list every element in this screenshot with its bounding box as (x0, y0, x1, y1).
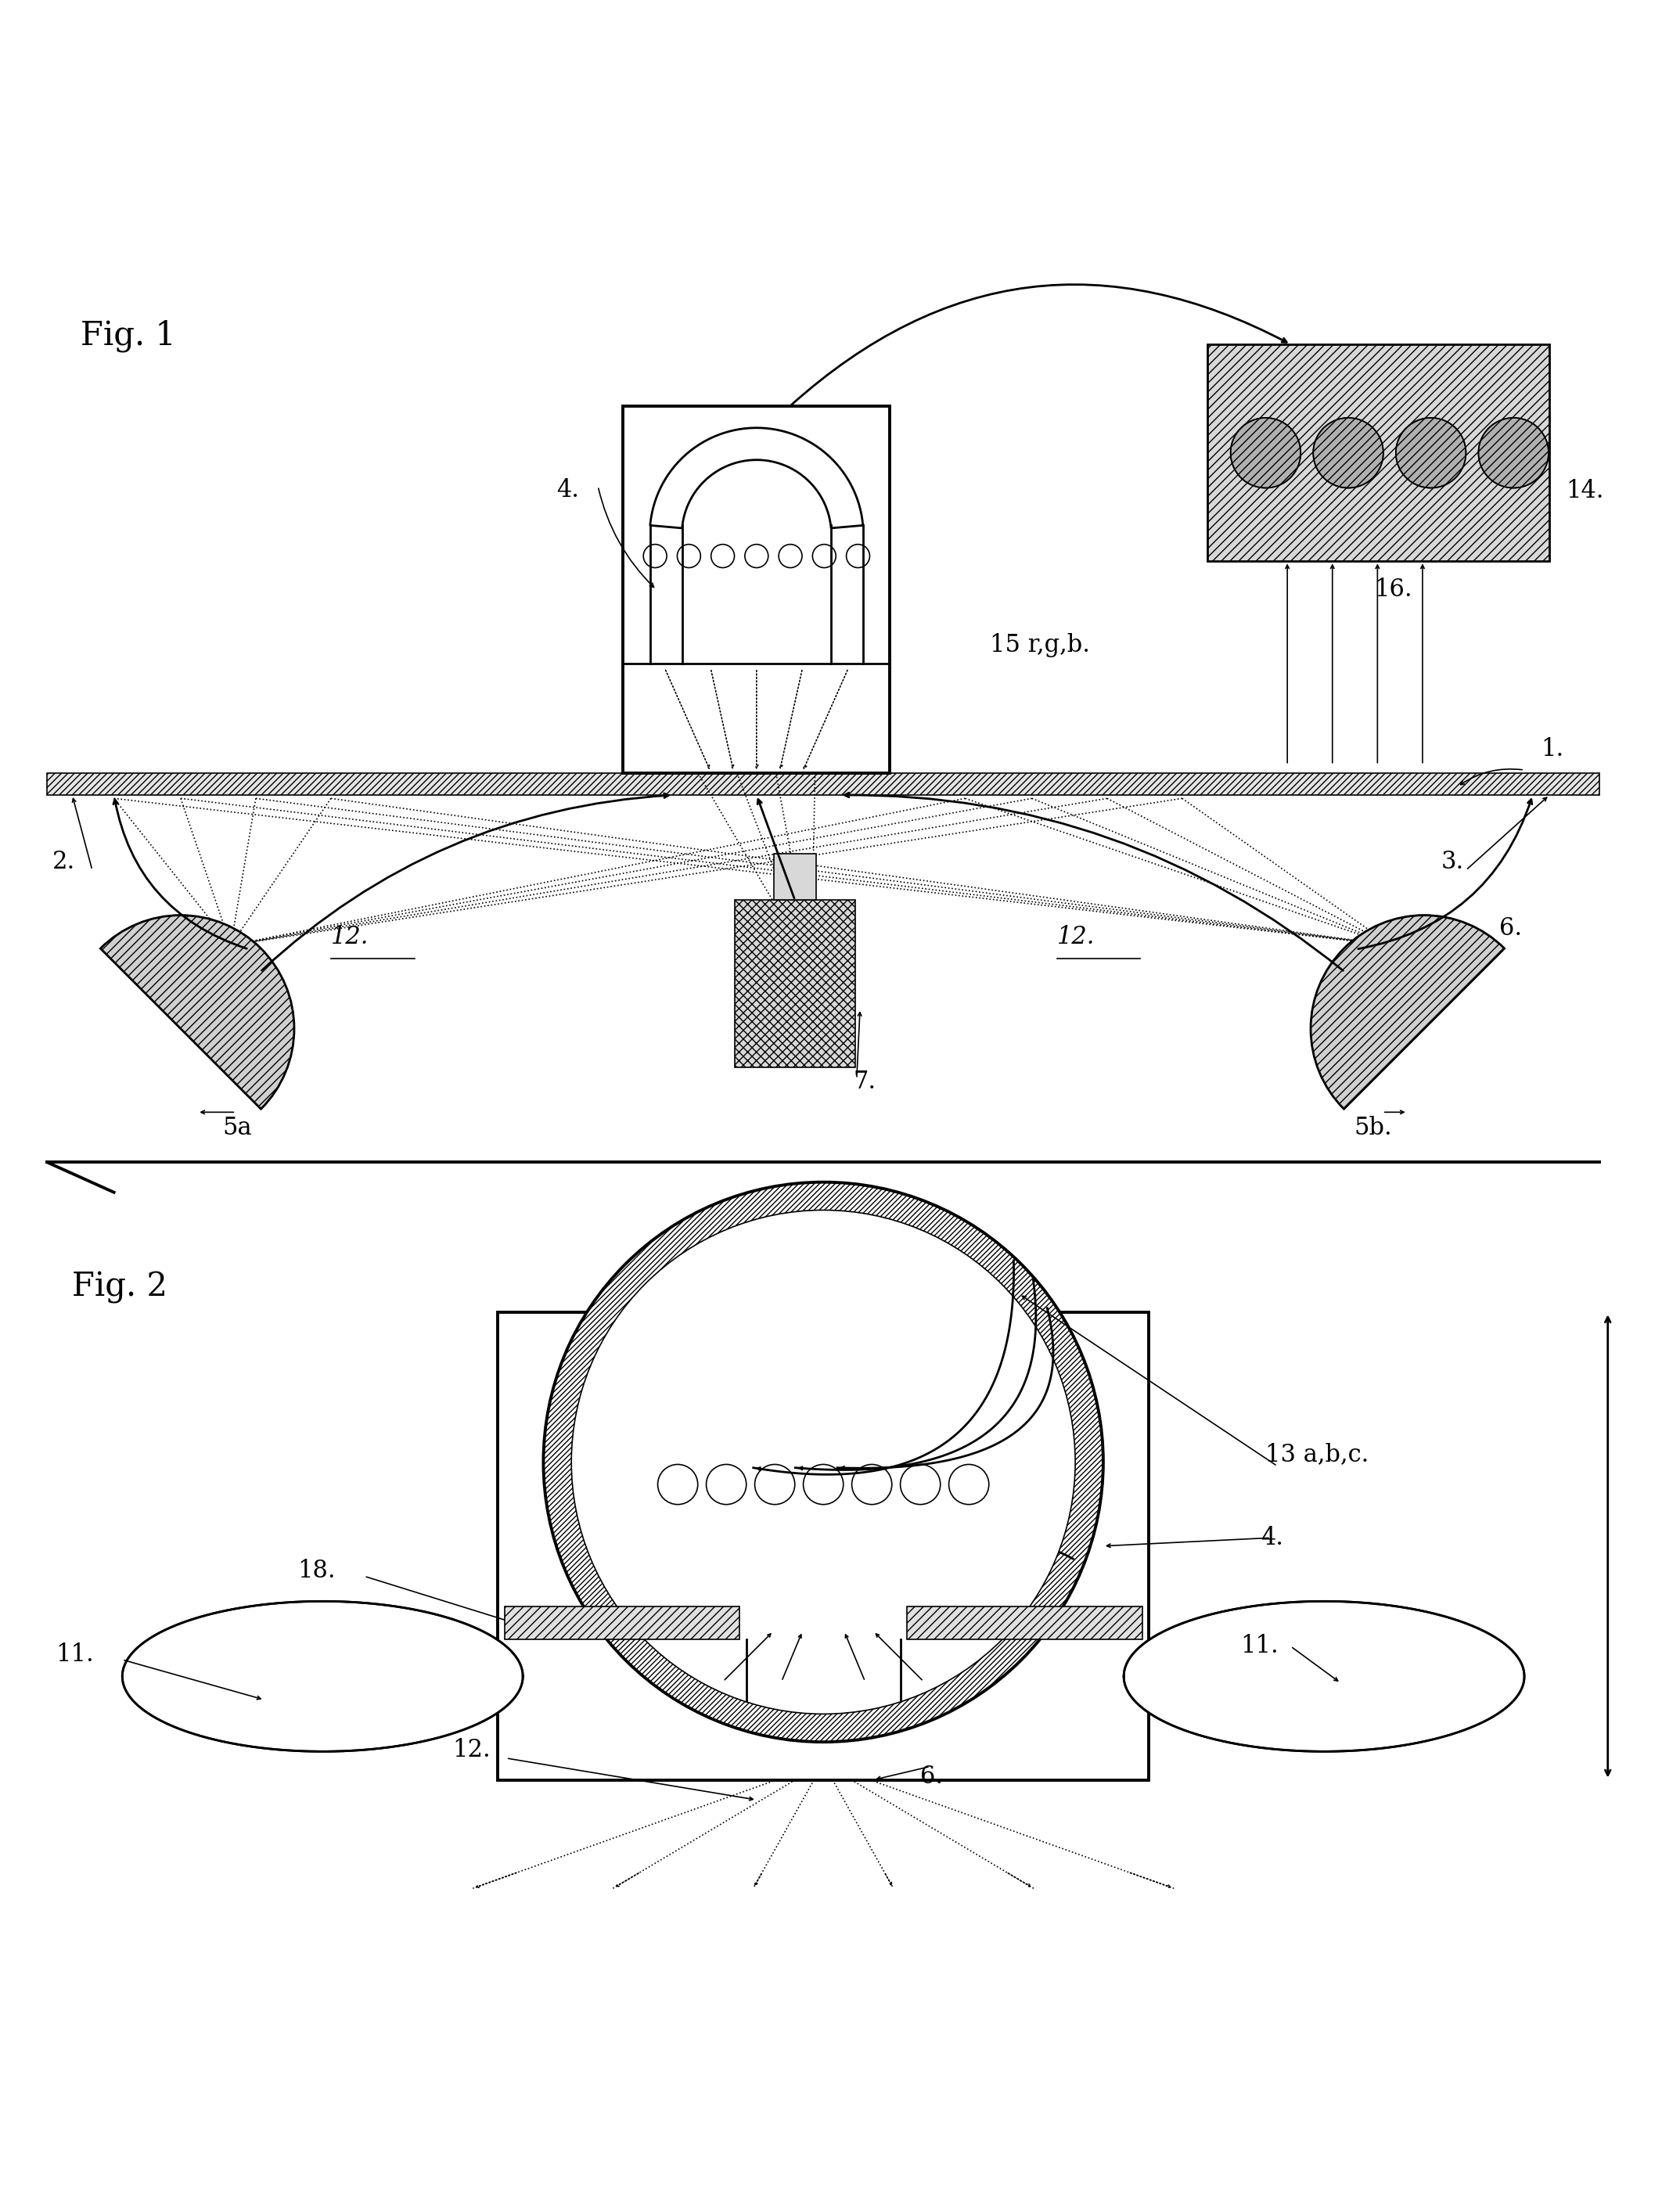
Circle shape (1478, 418, 1549, 489)
Text: 14.: 14. (1566, 480, 1604, 504)
Bar (734, 901, 855, 1067)
Bar (907, 1606, 1142, 1639)
Bar (47, 773, 1599, 795)
Bar (1208, 344, 1549, 561)
Bar (497, 1312, 1149, 1779)
Bar (47, 773, 1599, 795)
Text: 2.: 2. (52, 850, 76, 874)
Circle shape (1396, 418, 1467, 489)
Text: 11.: 11. (1240, 1634, 1278, 1659)
Circle shape (1230, 418, 1300, 489)
Polygon shape (123, 1602, 522, 1751)
Bar (504, 1606, 739, 1639)
Circle shape (1314, 418, 1383, 489)
Text: 5a: 5a (222, 1115, 252, 1139)
Text: 6.: 6. (921, 1764, 942, 1788)
Wedge shape (1310, 916, 1505, 1109)
Bar (623, 405, 890, 773)
Circle shape (543, 1183, 1104, 1742)
Text: 4.: 4. (1260, 1525, 1284, 1549)
Text: 6.: 6. (1499, 916, 1522, 940)
Text: 13 a,b,c.: 13 a,b,c. (1265, 1442, 1369, 1466)
Text: 16.: 16. (1374, 578, 1413, 603)
Text: 4.: 4. (556, 478, 580, 502)
Bar (504, 1606, 739, 1639)
Text: 12.: 12. (454, 1737, 491, 1762)
Text: Fig. 2: Fig. 2 (72, 1271, 168, 1304)
Text: 5b.: 5b. (1354, 1115, 1393, 1139)
Wedge shape (101, 916, 294, 1109)
Bar (907, 1606, 1142, 1639)
Text: 15 r,g,b.: 15 r,g,b. (990, 633, 1090, 657)
Text: Fig. 1: Fig. 1 (81, 320, 176, 353)
Bar (1208, 344, 1549, 561)
Text: 1.: 1. (1541, 738, 1564, 762)
Text: 11.: 11. (55, 1643, 94, 1667)
Polygon shape (1124, 1602, 1524, 1751)
Bar (734, 901, 855, 1067)
Bar (774, 854, 816, 901)
Circle shape (571, 1209, 1075, 1713)
Text: 7.: 7. (853, 1069, 877, 1093)
Text: 3.: 3. (1441, 850, 1463, 874)
Text: 12.: 12. (331, 925, 370, 949)
Text: 18.: 18. (297, 1560, 336, 1584)
Text: 12.: 12. (1057, 925, 1095, 949)
